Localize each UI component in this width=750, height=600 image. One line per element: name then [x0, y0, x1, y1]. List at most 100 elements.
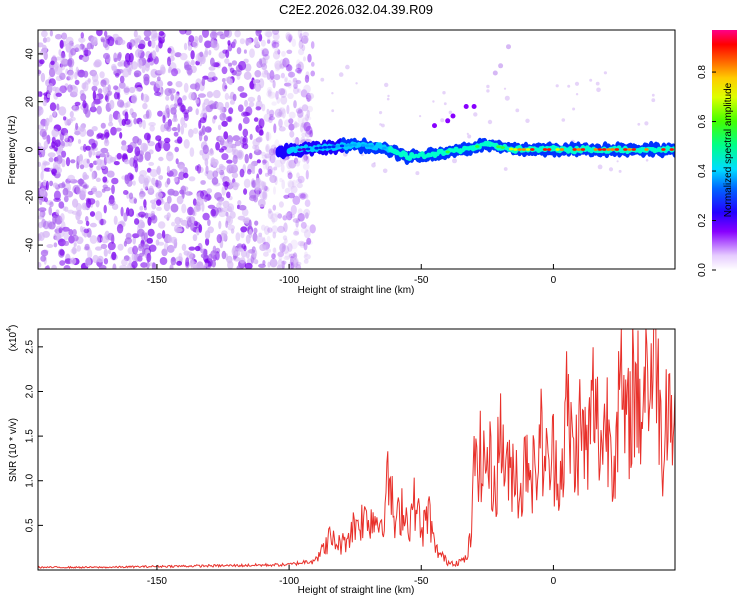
noise-blob	[140, 221, 146, 229]
noise-blob	[96, 158, 103, 166]
noise-blob	[274, 47, 280, 55]
noise-blob	[258, 168, 263, 175]
ridge-peak	[602, 148, 607, 151]
noise-blob	[75, 122, 79, 131]
noise-blob	[262, 54, 270, 61]
noise-blob	[272, 247, 277, 253]
noise-blob	[221, 66, 228, 75]
noise-blob	[96, 30, 103, 37]
noise-blob	[203, 98, 210, 106]
noise-blob	[159, 257, 168, 265]
noise-blob	[201, 77, 206, 87]
noise-blob	[147, 40, 152, 47]
noise-blob	[290, 204, 297, 215]
noise-blob	[55, 209, 60, 216]
noise-blob	[228, 141, 233, 148]
noise-blob	[277, 49, 281, 55]
chart-title: C2E2.2026.032.04.39.R09	[279, 2, 433, 17]
noise-blob	[202, 30, 209, 38]
faint-dot	[381, 123, 385, 128]
noise-blob	[195, 98, 200, 104]
faint-dot	[637, 122, 641, 126]
noise-blob	[202, 144, 209, 155]
noise-blob	[104, 95, 109, 101]
noise-blob	[83, 70, 89, 78]
noise-blob	[91, 142, 97, 149]
noise-blob	[247, 168, 252, 175]
ridge-peak	[365, 144, 370, 148]
noise-blob	[38, 221, 43, 229]
noise-blob	[277, 259, 283, 268]
noise-blob	[145, 62, 150, 72]
noise-blob	[240, 250, 247, 258]
noise-blob	[170, 49, 176, 57]
noise-blob	[63, 265, 71, 269]
spectrogram-x-tick-label: -100	[279, 275, 299, 286]
noise-blob	[303, 84, 311, 94]
noise-blob	[42, 230, 50, 238]
noise-blob	[76, 245, 81, 252]
faint-dot	[473, 112, 478, 117]
noise-blob	[272, 50, 281, 60]
noise-blob	[271, 40, 277, 49]
noise-blob	[95, 246, 102, 251]
noise-blob	[306, 240, 313, 246]
faint-dot	[382, 168, 388, 174]
faint-dot	[651, 93, 655, 97]
noise-blob	[121, 258, 128, 266]
noise-blob	[70, 234, 79, 242]
noise-blob	[283, 194, 290, 199]
faint-dot	[384, 82, 389, 88]
noise-blob	[266, 86, 273, 94]
faint-dot	[386, 97, 390, 101]
noise-blob	[116, 152, 123, 160]
noise-blob	[177, 123, 181, 133]
noise-blob	[39, 59, 45, 65]
noise-blob	[305, 125, 313, 135]
noise-blob	[273, 166, 278, 171]
noise-blob	[82, 100, 87, 109]
noise-blob	[137, 43, 145, 50]
noise-blob	[241, 111, 249, 117]
noise-blob	[267, 168, 273, 177]
noise-blob	[287, 172, 293, 180]
noise-blob	[170, 107, 177, 115]
noise-blob	[198, 35, 203, 43]
noise-blob	[142, 180, 149, 190]
faint-dot	[608, 167, 614, 172]
faint-dot	[338, 72, 344, 77]
noise-blob	[298, 39, 304, 50]
noise-blob	[83, 143, 87, 153]
noise-blob	[181, 203, 187, 214]
noise-blob	[144, 36, 151, 41]
snr-series-line	[38, 329, 675, 570]
noise-blob	[203, 135, 208, 142]
noise-blob	[253, 259, 259, 265]
noise-blob	[115, 127, 122, 132]
noise-blob	[288, 213, 296, 219]
snr-exponent-label: (x104)	[6, 325, 19, 352]
noise-blob	[281, 260, 287, 265]
noise-blob	[295, 108, 303, 114]
noise-blob	[206, 91, 214, 98]
noise-blob	[107, 249, 112, 255]
noise-blob	[263, 251, 269, 257]
noise-blob	[99, 153, 106, 158]
noise-blob	[140, 262, 148, 268]
noise-blob	[86, 129, 95, 137]
noise-blob	[167, 47, 172, 54]
noise-blob	[143, 73, 150, 82]
noise-blob	[270, 213, 278, 223]
noise-blob	[288, 123, 295, 131]
noise-blob	[107, 84, 111, 92]
noise-blob	[283, 222, 288, 233]
noise-blob	[180, 125, 185, 135]
noise-blob	[241, 142, 245, 149]
noise-blob	[58, 144, 64, 154]
faint-dot	[487, 119, 493, 125]
noise-blob	[274, 175, 278, 186]
noise-blob	[79, 164, 85, 170]
noise-blob	[262, 57, 268, 65]
noise-blob	[279, 177, 283, 183]
noise-blob	[95, 177, 101, 182]
